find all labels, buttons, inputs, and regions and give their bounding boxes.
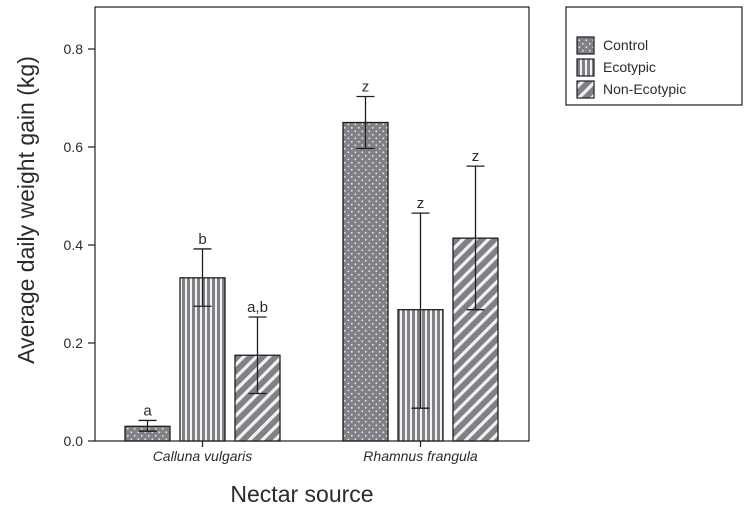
legend: Control Ecotypic Non-Ecotypic <box>565 6 743 106</box>
legend-swatch-ecotypic <box>576 58 595 77</box>
y-axis-title: Average daily weight gain (kg) <box>13 56 39 364</box>
significance-label: a <box>143 402 152 419</box>
significance-label: z <box>362 79 370 96</box>
y-tick-label: 0.4 <box>64 237 84 253</box>
y-tick-label: 0.2 <box>64 335 84 351</box>
significance-label: a,b <box>247 299 268 316</box>
bar-control-2 <box>342 121 389 442</box>
significance-label: z <box>472 148 480 165</box>
bar-non-ecotypic-2 <box>452 237 499 442</box>
legend-swatch-control <box>576 36 595 55</box>
x-category-label: Rhamnus frangula <box>363 448 478 464</box>
y-axis: 0.0 0.2 0.4 0.6 0.8 <box>64 41 95 449</box>
x-axis-title: Nectar source <box>230 481 373 507</box>
significance-label: b <box>198 231 206 248</box>
legend-label: Ecotypic <box>603 59 656 75</box>
y-tick-label: 0.6 <box>64 139 84 155</box>
x-category-label: Calluna vulgaris <box>153 448 253 464</box>
bars: a b a,b z z z <box>124 79 499 442</box>
y-tick-label: 0.0 <box>64 433 84 449</box>
plot-frame <box>94 6 530 442</box>
legend-frame <box>565 6 743 106</box>
y-tick-label: 0.8 <box>64 41 84 57</box>
legend-label: Non-Ecotypic <box>603 81 686 97</box>
x-axis: Calluna vulgaris Rhamnus frangula <box>153 441 478 464</box>
legend-label: Control <box>603 37 648 53</box>
significance-label: z <box>417 195 425 212</box>
legend-swatch-non-ecotypic <box>576 80 595 99</box>
